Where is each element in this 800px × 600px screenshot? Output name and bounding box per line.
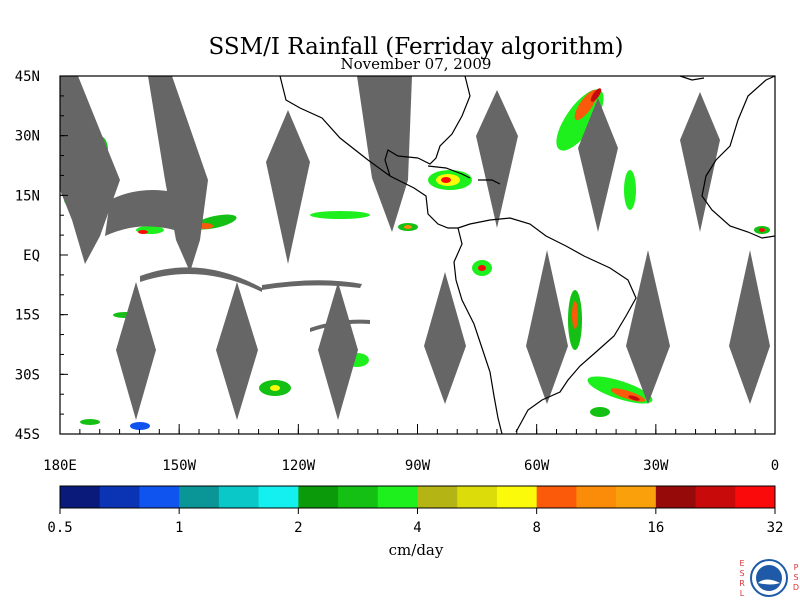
- lon-labels: 180E 150W 120W 90W 60W 30W 0: [43, 458, 779, 474]
- swath-gap: [357, 76, 412, 232]
- colorbar-swatch: [60, 486, 101, 508]
- swath-gaps: [60, 76, 770, 420]
- swath-gap-curve: [310, 319, 370, 332]
- rain-patch-caribbean: [428, 170, 472, 190]
- colorbar-unit: cm/day: [389, 541, 444, 559]
- coastline-us-east: [417, 75, 471, 165]
- swath-gap: [526, 250, 568, 404]
- swath-gap: [476, 90, 518, 228]
- coastline-africa: [701, 75, 776, 239]
- lat-tick-label: EQ: [23, 248, 40, 264]
- colorbar-swatch: [298, 486, 339, 508]
- rain-patch-north-atlantic: [556, 88, 604, 151]
- logo-letter: P: [794, 563, 799, 572]
- colorbar-swatch: [576, 486, 617, 508]
- colorbar-swatch: [139, 486, 180, 508]
- logo-letter: S: [793, 573, 798, 582]
- logo-letter: R: [739, 579, 745, 588]
- rain-patch-east-africa-coast: [624, 170, 770, 234]
- lat-tick-label: 45S: [15, 427, 40, 443]
- swath-gap: [729, 250, 770, 404]
- logo-letter: E: [739, 559, 744, 568]
- lon-tick-marks: [59, 424, 776, 434]
- colorbar-swatch: [655, 486, 697, 508]
- colorbar-tick-label: 2: [294, 520, 302, 536]
- lon-tick-label: 120W: [281, 458, 315, 474]
- coastline-hispaniola: [478, 179, 501, 185]
- swath-gap: [216, 282, 258, 420]
- colorbar-swatch: [695, 486, 736, 508]
- logo-letters-right: PSD: [793, 563, 799, 592]
- swath-gap-curve: [105, 190, 200, 240]
- colorbar-tick-label: 32: [767, 520, 784, 536]
- noaa-logo-center: [756, 565, 782, 591]
- lat-tick-label: 15S: [15, 308, 40, 324]
- swath-gap-curve: [262, 280, 362, 290]
- lat-labels: 45N 30N 15N EQ 15S 30S 45S: [15, 69, 40, 443]
- colorbar-swatch: [457, 486, 498, 508]
- lon-tick-label: 180E: [43, 458, 77, 474]
- coastline-gulf: [384, 149, 419, 177]
- swath-gap: [578, 98, 618, 232]
- lat-tick-label: 30S: [15, 367, 40, 383]
- coastline-north-america: [279, 75, 458, 229]
- colorbar-swatch: [536, 486, 577, 508]
- swath-gap: [266, 110, 310, 264]
- lat-tick-label: 15N: [15, 188, 40, 204]
- colorbar-swatch: [735, 486, 776, 508]
- swath-gap: [318, 282, 358, 420]
- lon-tick-label: 60W: [524, 458, 550, 474]
- swath-gap: [424, 272, 466, 404]
- lon-tick-label: 90W: [405, 458, 431, 474]
- colorbar-swatch: [258, 486, 299, 508]
- coastline-south-america: [457, 217, 637, 433]
- coastline-south-america-west: [453, 227, 503, 435]
- swath-gap: [680, 92, 720, 232]
- colorbar-tick-label: 1: [175, 520, 183, 536]
- figure-title: SSM/I Rainfall (Ferriday algorithm): [209, 34, 624, 60]
- lon-tick-label: 150W: [162, 458, 196, 474]
- rain-patch-south-atlantic: [587, 376, 653, 417]
- colorbar-swatch: [496, 486, 538, 508]
- lat-tick-label: 45N: [15, 69, 40, 85]
- logo-letter: L: [740, 589, 745, 598]
- figure-date: November 07, 2009: [341, 55, 492, 73]
- colorbar-swatch: [417, 486, 458, 508]
- colorbar-swatch: [616, 486, 657, 508]
- colorbar-swatch: [99, 486, 140, 508]
- map-panel: [59, 75, 776, 435]
- noaa-logo-bird: [758, 579, 780, 585]
- map-frame: [59, 75, 776, 435]
- colorbar-tick-label: 8: [532, 520, 540, 536]
- coastline-cuba: [427, 165, 471, 179]
- rain-patch-amazon: [472, 260, 582, 350]
- swath-gap: [626, 250, 670, 404]
- coastlines: [279, 75, 776, 435]
- swath-gap: [116, 282, 156, 420]
- colorbar-swatch: [179, 486, 220, 508]
- logo-letter: D: [793, 583, 799, 592]
- coastline-europe: [679, 75, 705, 81]
- colorbar-swatch: [218, 486, 260, 508]
- colorbar-tick-label: 16: [647, 520, 664, 536]
- lat-tick-label: 30N: [15, 129, 40, 145]
- colorbar-tick-label: 0.5: [47, 520, 72, 536]
- colorbar-swatch: [338, 486, 379, 508]
- colorbar-swatch: [377, 486, 418, 508]
- lon-tick-label: 30W: [643, 458, 669, 474]
- colorbar-tick-label: 4: [413, 520, 421, 536]
- rain-patch-itcz-east-pacific: [310, 211, 418, 231]
- swath-gap: [60, 76, 120, 264]
- swath-gap-curve: [140, 267, 262, 292]
- colorbar: 0.5 1 2 4 8 16 32: [47, 485, 784, 536]
- logo-letter: S: [739, 569, 744, 578]
- lon-tick-label: 0: [771, 458, 779, 474]
